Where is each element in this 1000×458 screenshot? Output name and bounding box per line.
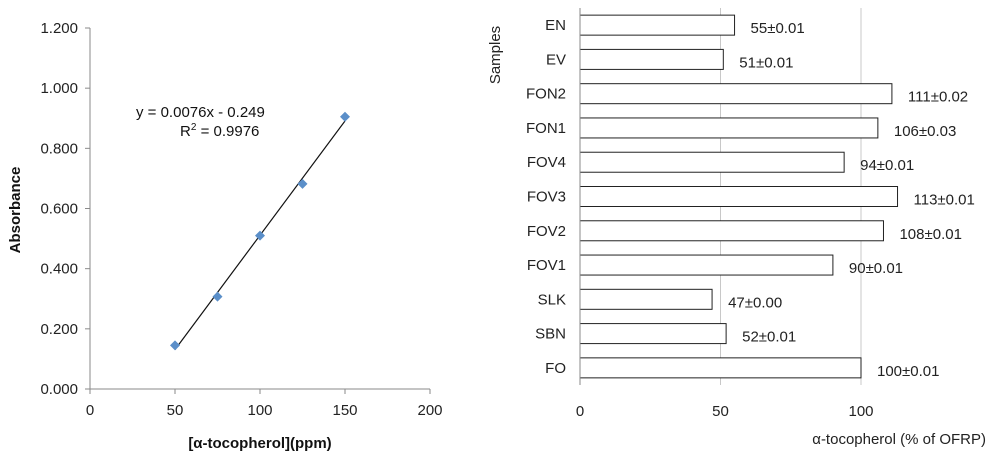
right-chart: EN 55±0.01 EV 51±0.01 FON2 111±0.02 FON1 106±0.… — [526, 8, 975, 420]
left-chart: 0.000 0.200 0.400 0.600 0.800 1.000 1.200 0 50 10… — [40, 20, 442, 419]
category-label: FON1 — [526, 120, 566, 137]
bar — [579, 151, 845, 173]
right-y-axis-title: Samples — [487, 26, 504, 84]
bar-data-label: 108±0.01 — [899, 226, 961, 243]
left-x-tick-label: 0 — [86, 402, 94, 419]
left-y-tick-label: 0.600 — [40, 201, 78, 218]
bar — [579, 220, 884, 242]
trendline-equation: y = 0.0076x - 0.249 — [136, 104, 265, 121]
bar — [579, 117, 879, 139]
bar — [579, 83, 893, 105]
bar-data-label: 113±0.01 — [914, 192, 975, 209]
left-y-tick-label: 0.800 — [40, 140, 78, 157]
category-label: SBN — [535, 326, 566, 343]
bar — [579, 48, 724, 70]
bar-data-label: 100±0.01 — [877, 363, 939, 380]
bar — [579, 323, 727, 345]
right-x-tick-label: 0 — [576, 403, 584, 420]
category-label: EV — [546, 51, 566, 68]
left-x-axis-title: [α-tocopherol](ppm) — [188, 435, 331, 452]
left-y-tick-label: 0.400 — [40, 261, 78, 278]
category-label: FOV4 — [527, 154, 566, 171]
category-label: EN — [545, 17, 566, 34]
category-label: FOV2 — [527, 223, 566, 240]
bar — [579, 357, 862, 379]
left-x-tick-label: 100 — [247, 402, 272, 419]
bar-data-label: 106±0.03 — [894, 123, 956, 140]
category-label: FON2 — [526, 86, 566, 103]
bar — [579, 254, 834, 276]
bar — [579, 186, 899, 207]
right-x-axis-title: α-tocopherol (% of OFRP) — [812, 431, 986, 448]
bar-data-label: 51±0.01 — [739, 54, 793, 71]
category-label: SLK — [538, 291, 566, 308]
left-x-tick-label: 150 — [332, 402, 357, 419]
left-y-tick-label: 1.000 — [40, 80, 78, 97]
category-label: FO — [545, 360, 566, 377]
left-y-tick-label: 1.200 — [40, 20, 78, 37]
bar — [579, 288, 713, 310]
left-y-axis-title: Absorbance — [7, 167, 24, 254]
left-x-tick-label: 200 — [417, 402, 442, 419]
r-squared-label: R2 = 0.9976 — [180, 122, 259, 140]
data-point — [297, 178, 308, 189]
bar-data-label: 90±0.01 — [849, 260, 903, 277]
bar-data-label: 47±0.00 — [728, 294, 782, 311]
right-x-tick-label: 50 — [712, 403, 729, 420]
bar — [579, 14, 736, 36]
data-point — [212, 291, 223, 302]
data-point — [340, 111, 350, 122]
bar-data-label: 94±0.01 — [860, 157, 914, 174]
right-x-tick-label: 100 — [848, 403, 873, 420]
bar-data-label: 52±0.01 — [742, 329, 796, 346]
bar-data-label: 55±0.01 — [751, 20, 805, 37]
left-x-tick-label: 50 — [167, 402, 184, 419]
left-y-tick-label: 0.000 — [40, 381, 78, 398]
data-point — [170, 340, 180, 351]
category-label: FOV3 — [527, 189, 566, 206]
bar-data-label: 111±0.02 — [908, 89, 968, 106]
data-point — [255, 230, 265, 241]
left-y-tick-label: 0.200 — [40, 321, 78, 338]
category-label: FOV1 — [527, 257, 566, 274]
